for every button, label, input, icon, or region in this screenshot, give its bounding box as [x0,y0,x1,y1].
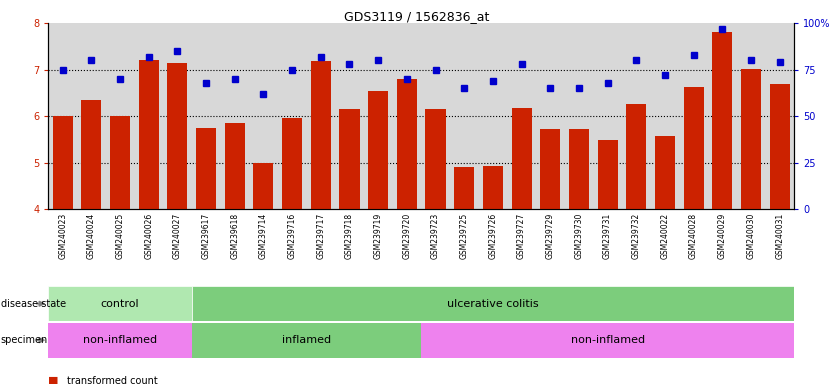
Text: GDS3119 / 1562836_at: GDS3119 / 1562836_at [344,10,490,23]
Bar [684,87,704,209]
Bar [311,61,331,209]
Text: GSM240022: GSM240022 [661,213,670,259]
Text: ulcerative colitis: ulcerative colitis [447,299,539,309]
Bar [421,323,794,358]
Text: inflamed: inflamed [282,335,331,345]
Bar [368,91,388,209]
Text: non-inflamed: non-inflamed [83,335,157,345]
Bar [196,128,216,209]
Text: GSM240025: GSM240025 [116,213,124,259]
Text: GSM239732: GSM239732 [631,213,641,259]
Text: GSM239726: GSM239726 [489,213,497,259]
Text: GSM239723: GSM239723 [431,213,440,259]
Text: GSM240023: GSM240023 [58,213,68,259]
Text: GSM240024: GSM240024 [87,213,96,259]
Bar [168,63,188,209]
Text: GSM239717: GSM239717 [316,213,325,259]
Bar [655,136,675,209]
Bar [192,323,421,358]
Text: GSM239729: GSM239729 [545,213,555,259]
Text: GSM239716: GSM239716 [288,213,297,259]
Text: GSM240030: GSM240030 [746,213,756,260]
Bar [82,100,102,209]
Text: GSM240027: GSM240027 [173,213,182,259]
Bar [48,323,192,358]
Bar [254,163,274,209]
Text: GSM240026: GSM240026 [144,213,153,259]
Text: GSM240028: GSM240028 [689,213,698,259]
Text: specimen: specimen [1,335,48,345]
Text: transformed count: transformed count [67,376,158,384]
Bar [455,167,475,209]
Text: GSM239720: GSM239720 [402,213,411,259]
Text: GSM239727: GSM239727 [517,213,526,259]
Text: GSM239617: GSM239617 [202,213,211,259]
Text: ■: ■ [48,376,59,384]
Bar [569,129,589,209]
Text: GSM240029: GSM240029 [718,213,726,259]
Bar [483,166,503,209]
Text: non-inflamed: non-inflamed [570,335,645,345]
Bar [53,116,73,209]
Text: GSM239725: GSM239725 [460,213,469,259]
Bar [138,60,158,209]
Bar [770,84,790,209]
Bar [741,69,761,209]
Bar [540,129,560,209]
Text: GSM239731: GSM239731 [603,213,612,259]
Bar [282,119,302,209]
Bar [110,116,130,209]
Text: disease state: disease state [1,299,66,309]
Bar [425,109,445,209]
Text: GSM239714: GSM239714 [259,213,268,259]
Text: GSM239719: GSM239719 [374,213,383,259]
Bar [48,286,192,321]
Text: GSM240031: GSM240031 [775,213,784,259]
Text: GSM239730: GSM239730 [575,213,584,260]
Bar [192,286,794,321]
Bar [597,141,618,209]
Text: GSM239718: GSM239718 [345,213,354,259]
Bar [397,79,417,209]
Bar [626,104,646,209]
Bar [511,108,531,209]
Bar [712,32,732,209]
Bar [224,123,245,209]
Text: control: control [101,299,139,309]
Text: GSM239618: GSM239618 [230,213,239,259]
Bar [339,109,359,209]
